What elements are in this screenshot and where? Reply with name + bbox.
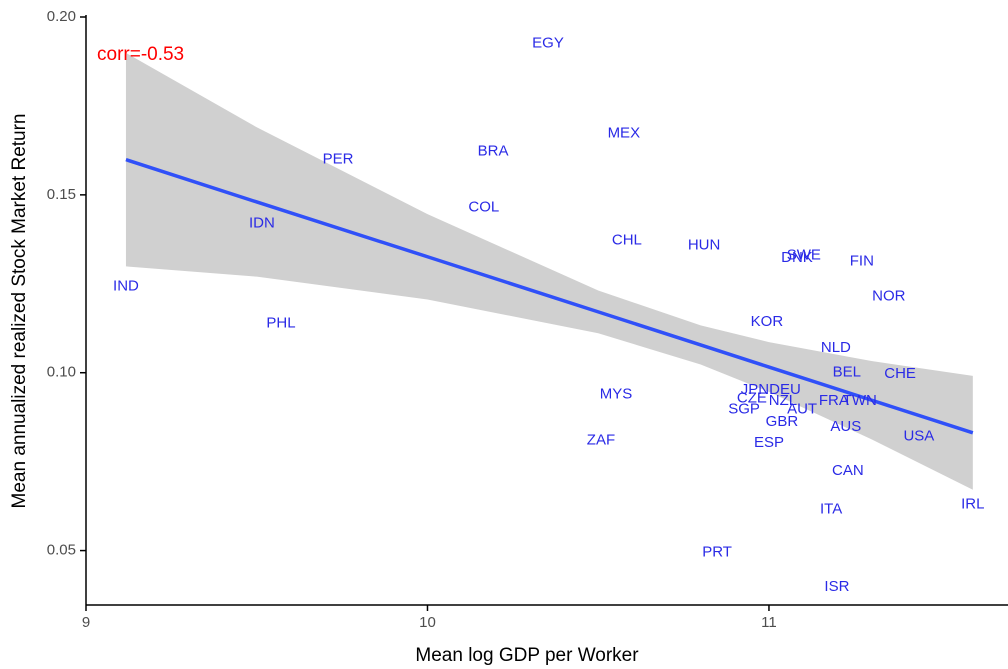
point-label: AUT [787,401,817,418]
confidence-band [125,52,973,490]
x-tick-label: 11 [761,614,777,631]
point-label: ITA [820,501,842,518]
point-label: TWN [843,392,877,409]
point-label: ZAF [587,432,615,449]
point-label: NOR [872,288,906,305]
point-label: NLD [821,339,851,356]
point-label: COL [468,199,499,216]
point-label: KOR [751,313,784,330]
point-label: IDN [249,215,275,232]
point-label: MYS [600,386,633,403]
point-label: CHL [612,232,642,249]
point-label: IND [113,278,139,295]
point-label: BRA [478,142,509,159]
point-label: DEU [769,381,801,398]
point-label: CZE [737,390,767,407]
point-label: ISR [824,578,849,595]
point-label: PER [323,151,354,168]
point-label: AUS [830,418,861,435]
point-label: BEL [833,364,861,381]
point-label: EGY [532,35,564,52]
point-label: JPN [741,381,769,398]
point-label: FRA [819,392,849,409]
y-tick-label: 0.15 [47,186,76,203]
x-tick-label: 10 [419,614,436,631]
y-tick-label: 0.20 [47,8,76,25]
point-label: DNK [781,249,813,266]
y-axis-title: Mean annualized realized Stock Market Re… [9,114,30,509]
annotation: corr=-0.53 [97,44,184,65]
point-label: PRT [702,544,732,561]
point-label: SGP [728,401,760,418]
point-label: HUN [688,237,721,254]
y-tick-label: 0.10 [47,364,76,381]
point-label: NZL [769,392,797,409]
y-tick-label: 0.05 [47,542,76,559]
fit-line [125,157,974,435]
point-label: GBR [766,413,799,430]
x-tick-label: 9 [82,614,90,631]
point-label: MEX [608,125,641,142]
point-label: IRL [961,496,984,513]
point-label: USA [903,428,934,445]
point-label: CAN [832,462,864,479]
x-axis-title: Mean log GDP per Worker [415,645,639,666]
point-label: ESP [754,434,784,451]
point-label: FIN [850,253,874,270]
point-label: CHE [884,365,916,382]
point-label: PHL [266,315,295,332]
point-label: SWE [787,247,821,264]
